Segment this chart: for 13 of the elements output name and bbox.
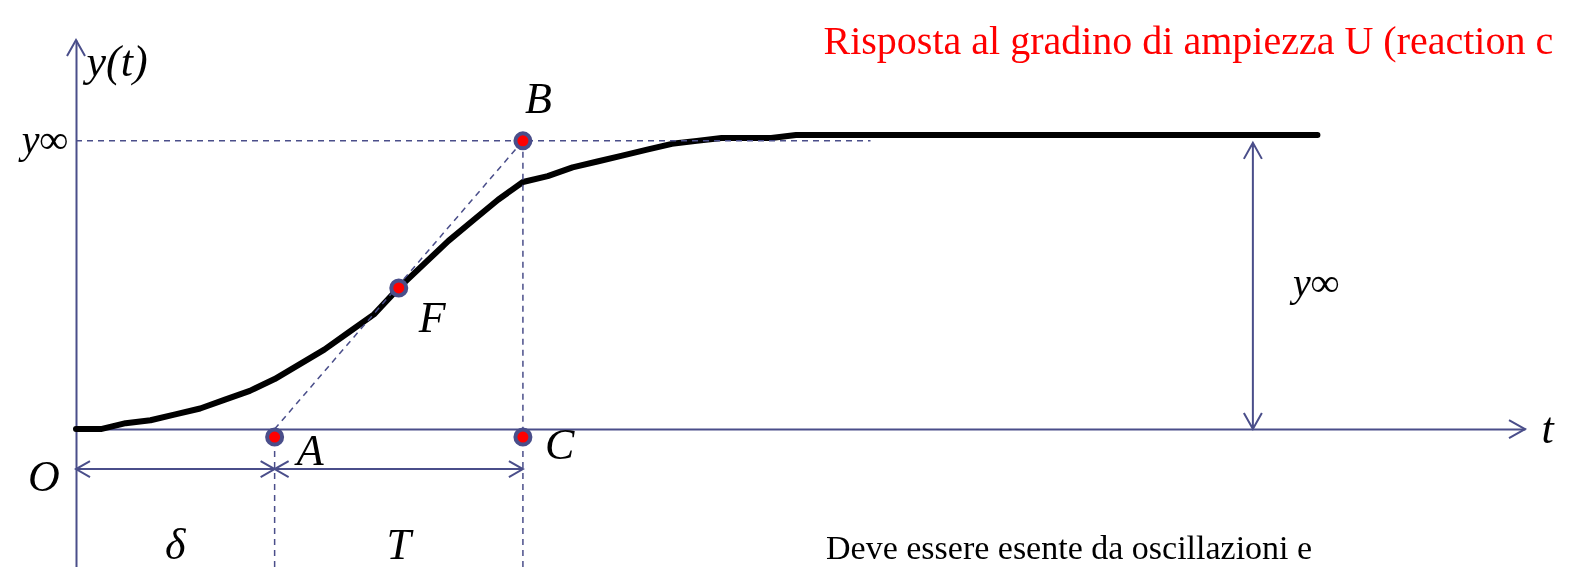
text: T: [386, 520, 415, 567]
chart-title: Risposta al gradino di ampiezza U (reaction c: [823, 18, 1554, 63]
y-axis-title: y(t): [82, 36, 148, 86]
annotation: y∞: [1288, 259, 1340, 305]
x-axis-title: t: [1541, 403, 1556, 453]
annotation: A: [293, 426, 325, 476]
text: δ: [165, 520, 188, 567]
text: O: [28, 452, 60, 502]
text: Deve essere esente da oscillazioni e: [826, 529, 1313, 566]
annotation: C: [544, 420, 575, 470]
ref-line-label: y∞: [17, 116, 68, 162]
text: B: [524, 73, 552, 123]
annotation: F: [417, 292, 447, 342]
